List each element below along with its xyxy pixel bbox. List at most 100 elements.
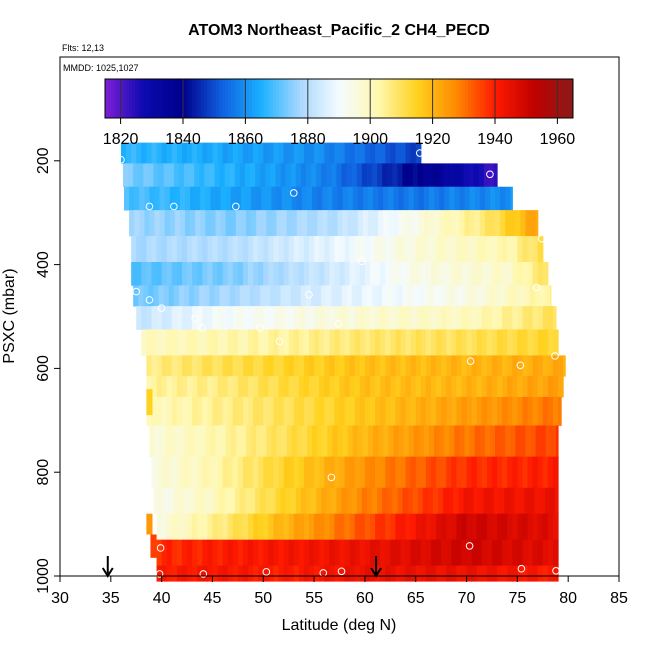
curtain-cell bbox=[367, 186, 374, 211]
curtain-cell bbox=[181, 376, 188, 398]
curtain-cell bbox=[415, 396, 422, 426]
curtain-cell bbox=[517, 262, 524, 286]
curtain-cell bbox=[227, 355, 234, 377]
curtain-cell bbox=[181, 396, 188, 426]
curtain-cell bbox=[446, 329, 452, 356]
colorbar-segment bbox=[384, 79, 388, 118]
curtain-cell bbox=[305, 285, 312, 307]
curtain-cell bbox=[329, 262, 336, 286]
latitude-arrow bbox=[101, 556, 114, 578]
curtain-cell bbox=[161, 142, 168, 164]
curtain-cell bbox=[390, 513, 396, 541]
curtain-cell bbox=[446, 539, 452, 567]
curtain-cell bbox=[133, 163, 139, 188]
curtain-cell bbox=[405, 539, 412, 567]
colorbar-segment bbox=[273, 79, 277, 118]
curtain-cell bbox=[484, 186, 491, 211]
curtain-cell bbox=[502, 236, 508, 263]
colorbar-segment bbox=[459, 79, 463, 118]
curtain-cell bbox=[237, 513, 244, 541]
colorbar-segment bbox=[492, 79, 496, 118]
curtain-cell bbox=[156, 539, 163, 567]
curtain-cell bbox=[466, 539, 473, 567]
colorbar-segment bbox=[516, 79, 520, 118]
curtain-cell bbox=[441, 329, 447, 356]
curtain-cell bbox=[537, 565, 544, 582]
curtain-cell bbox=[245, 425, 252, 458]
curtain-cell bbox=[237, 539, 244, 567]
curtain-cell bbox=[207, 539, 214, 567]
curtain-cell bbox=[202, 513, 208, 541]
curtain-cell bbox=[441, 513, 447, 541]
curtain-cell bbox=[552, 396, 559, 426]
curtain-cell bbox=[532, 262, 539, 286]
colorbar-segment bbox=[150, 79, 154, 118]
curtain-cell bbox=[232, 142, 239, 164]
curtain-cell bbox=[283, 456, 290, 489]
curtain-cell bbox=[286, 425, 293, 458]
curtain-cell bbox=[410, 262, 417, 286]
curtain-cell bbox=[268, 565, 275, 582]
curtain-cell bbox=[532, 355, 539, 377]
curtain-cell bbox=[380, 376, 386, 398]
curtain-cell bbox=[471, 236, 478, 263]
curtain-cell bbox=[408, 186, 415, 211]
curtain-cell bbox=[268, 355, 275, 377]
curtain-cell bbox=[471, 396, 478, 426]
curtain-cell bbox=[219, 487, 226, 515]
curtain-cell bbox=[547, 513, 554, 541]
colorbar-segment bbox=[231, 79, 235, 118]
curtain-cell bbox=[273, 376, 280, 398]
colorbar-segment bbox=[357, 79, 361, 118]
curtain-row bbox=[124, 186, 513, 211]
curtain-cell bbox=[471, 539, 478, 567]
curtain-cell bbox=[248, 262, 254, 286]
curtain-cell bbox=[339, 376, 346, 398]
colorbar-segment bbox=[495, 79, 499, 118]
curtain-cell bbox=[532, 306, 539, 330]
curtain-cell bbox=[268, 262, 275, 286]
curtain-cell bbox=[476, 262, 483, 286]
curtain-cell bbox=[322, 186, 328, 211]
curtain-cell bbox=[329, 142, 336, 164]
curtain-cell bbox=[493, 163, 498, 188]
curtain-cell bbox=[288, 329, 295, 356]
curtain-cell bbox=[161, 236, 168, 263]
curtain-cell bbox=[278, 236, 285, 263]
curtain-cell bbox=[375, 355, 381, 377]
curtain-cell bbox=[497, 565, 503, 582]
curtain-cell bbox=[232, 236, 239, 263]
curtain-cell bbox=[522, 539, 529, 567]
colorbar-segment bbox=[315, 79, 319, 118]
curtain-cell bbox=[253, 513, 259, 541]
curtain-cell bbox=[354, 565, 361, 582]
curtain-cell bbox=[303, 306, 310, 330]
colorbar-segment bbox=[504, 79, 508, 118]
curtain-cell bbox=[146, 236, 153, 263]
curtain-cell bbox=[324, 306, 330, 330]
curtain-cell bbox=[469, 210, 476, 237]
curtain-cell bbox=[309, 565, 315, 582]
curtain-cell bbox=[522, 236, 529, 263]
curtain-cell bbox=[446, 513, 452, 541]
curtain-cell bbox=[268, 396, 275, 426]
curtain-cell bbox=[129, 186, 135, 211]
x-tick-label: 50 bbox=[254, 590, 272, 607]
curtain-cell bbox=[527, 565, 534, 582]
curtain-cell bbox=[174, 210, 181, 237]
curtain-cell bbox=[181, 565, 188, 582]
curtain-cell bbox=[466, 456, 473, 489]
curtain-cell bbox=[217, 396, 224, 426]
curtain-cell bbox=[148, 285, 155, 307]
curtain-cell bbox=[176, 262, 183, 286]
colorbar-segment bbox=[240, 79, 244, 118]
curtain-cell bbox=[486, 236, 493, 263]
curtain-cell bbox=[309, 376, 315, 398]
colorbar-segment bbox=[264, 79, 268, 118]
colorbar-segment bbox=[216, 79, 220, 118]
curtain-cell bbox=[300, 285, 307, 307]
curtain-cell bbox=[474, 425, 481, 458]
curtain-cell bbox=[471, 306, 478, 330]
curtain-cell bbox=[235, 210, 242, 237]
curtain-cell bbox=[156, 396, 163, 426]
